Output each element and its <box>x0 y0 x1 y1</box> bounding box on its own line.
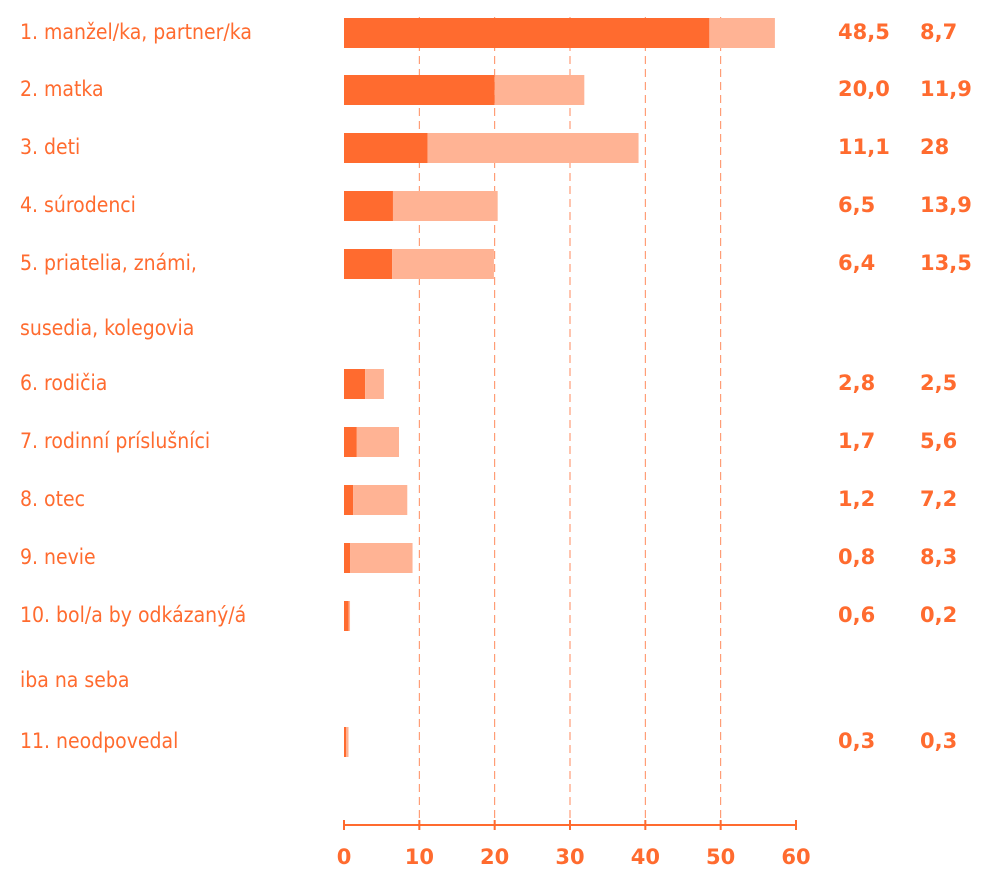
value-label: 1,2 <box>838 487 875 511</box>
x-tick-label: 60 <box>781 845 810 869</box>
value-label: 11,9 <box>920 77 972 101</box>
value-label: 11,1 <box>838 135 890 159</box>
value-label: 0,8 <box>838 545 875 569</box>
x-tick-label: 0 <box>337 845 352 869</box>
bar-segment <box>350 543 413 573</box>
x-tick-label: 50 <box>706 845 735 869</box>
value-label: 0,6 <box>838 603 875 627</box>
category-label: 7. rodinní príslušníci <box>20 429 210 453</box>
value-label: 7,2 <box>920 487 957 511</box>
value-label: 0,3 <box>838 729 875 753</box>
value-label: 2,8 <box>838 371 875 395</box>
category-label: susedia, kolegovia <box>20 316 194 340</box>
category-label: iba na seba <box>20 668 129 692</box>
bar-segment <box>344 75 495 105</box>
value-label: 28 <box>920 135 949 159</box>
value-label: 6,4 <box>838 251 875 275</box>
category-label: 11. neodpovedal <box>20 729 178 753</box>
bar-segment <box>344 427 357 457</box>
value-label: 20,0 <box>838 77 890 101</box>
bar-segment <box>346 727 349 757</box>
value-label: 8,7 <box>920 20 957 44</box>
x-tick-label: 20 <box>480 845 509 869</box>
value-label: 2,5 <box>920 371 957 395</box>
value-label: 8,3 <box>920 545 957 569</box>
bar-segment <box>344 191 393 221</box>
value-label: 0,2 <box>920 603 957 627</box>
value-label: 1,7 <box>838 429 875 453</box>
bar-segment <box>344 18 710 48</box>
bar-segment <box>344 485 354 515</box>
x-tick-label: 40 <box>631 845 660 869</box>
bar-segment <box>344 249 393 279</box>
value-label: 0,3 <box>920 729 957 753</box>
value-label: 6,5 <box>838 193 875 217</box>
category-label: 6. rodičia <box>20 371 107 395</box>
category-label: 2. matka <box>20 77 104 101</box>
value-label: 48,5 <box>838 20 890 44</box>
bar-segment <box>356 427 399 457</box>
bar-segment <box>344 369 366 399</box>
value-label: 13,9 <box>920 193 972 217</box>
bar-segment <box>494 75 585 105</box>
category-label: 8. otec <box>20 487 85 511</box>
bar-segment <box>427 133 639 163</box>
category-label: 3. deti <box>20 135 80 159</box>
bar-segment <box>353 485 408 515</box>
bar-segment <box>344 133 428 163</box>
category-label: 1. manžel/ka, partner/ka <box>20 20 252 44</box>
bar-segment <box>392 249 494 279</box>
category-label: 9. nevie <box>20 545 96 569</box>
category-label: 4. súrodenci <box>20 193 136 217</box>
value-label: 13,5 <box>920 251 972 275</box>
value-label: 5,6 <box>920 429 957 453</box>
bar-segment <box>392 191 498 221</box>
category-label: 5. priatelia, známi, <box>20 251 197 275</box>
bar-segment <box>344 601 349 631</box>
bar-segment <box>365 369 384 399</box>
bar-segment <box>709 18 775 48</box>
bar-segment <box>344 727 347 757</box>
bar-segment <box>348 601 351 631</box>
x-tick-label: 10 <box>405 845 434 869</box>
bar-segment <box>344 543 351 573</box>
x-tick-label: 30 <box>555 845 584 869</box>
category-label: 10. bol/a by odkázaný/á <box>20 603 246 627</box>
